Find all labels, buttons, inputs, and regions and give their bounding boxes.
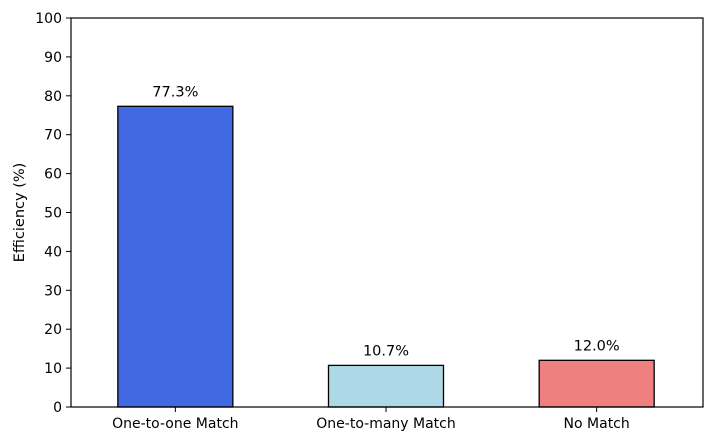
y-tick-label: 30 [44, 283, 62, 299]
plot-frame [70, 17, 704, 408]
x-tick-label: One-to-many Match [316, 416, 455, 432]
x-tick-label: No Match [564, 416, 630, 432]
bar [117, 105, 234, 408]
y-tick-label: 40 [44, 244, 62, 260]
bar-value-label: 12.0% [574, 338, 620, 354]
y-axis: 0 10 20 30 40 50 60 70 80 90 100 [35, 11, 71, 416]
y-tick-label: 90 [44, 50, 62, 66]
bar [538, 359, 655, 408]
bar-value-label: 10.7% [363, 343, 409, 359]
y-tick-label: 20 [44, 322, 62, 338]
y-tick-label: 70 [44, 128, 62, 144]
bars: 77.3% 10.7% 12.0% [117, 84, 655, 408]
y-axis-title: Efficiency (%) [12, 163, 28, 263]
bar [327, 364, 445, 408]
y-tick-label: 0 [53, 400, 62, 416]
y-tick-label: 50 [44, 206, 62, 222]
y-tick-label: 100 [35, 11, 62, 27]
x-axis: One-to-one Match One-to-many Match No Matc… [112, 407, 630, 432]
y-tick-label: 60 [44, 167, 62, 183]
bar-value-label: 77.3% [152, 84, 198, 100]
y-tick-label: 10 [44, 361, 62, 377]
x-tick-label: One-to-one Match [112, 416, 238, 432]
y-tick-label: 80 [44, 89, 62, 105]
